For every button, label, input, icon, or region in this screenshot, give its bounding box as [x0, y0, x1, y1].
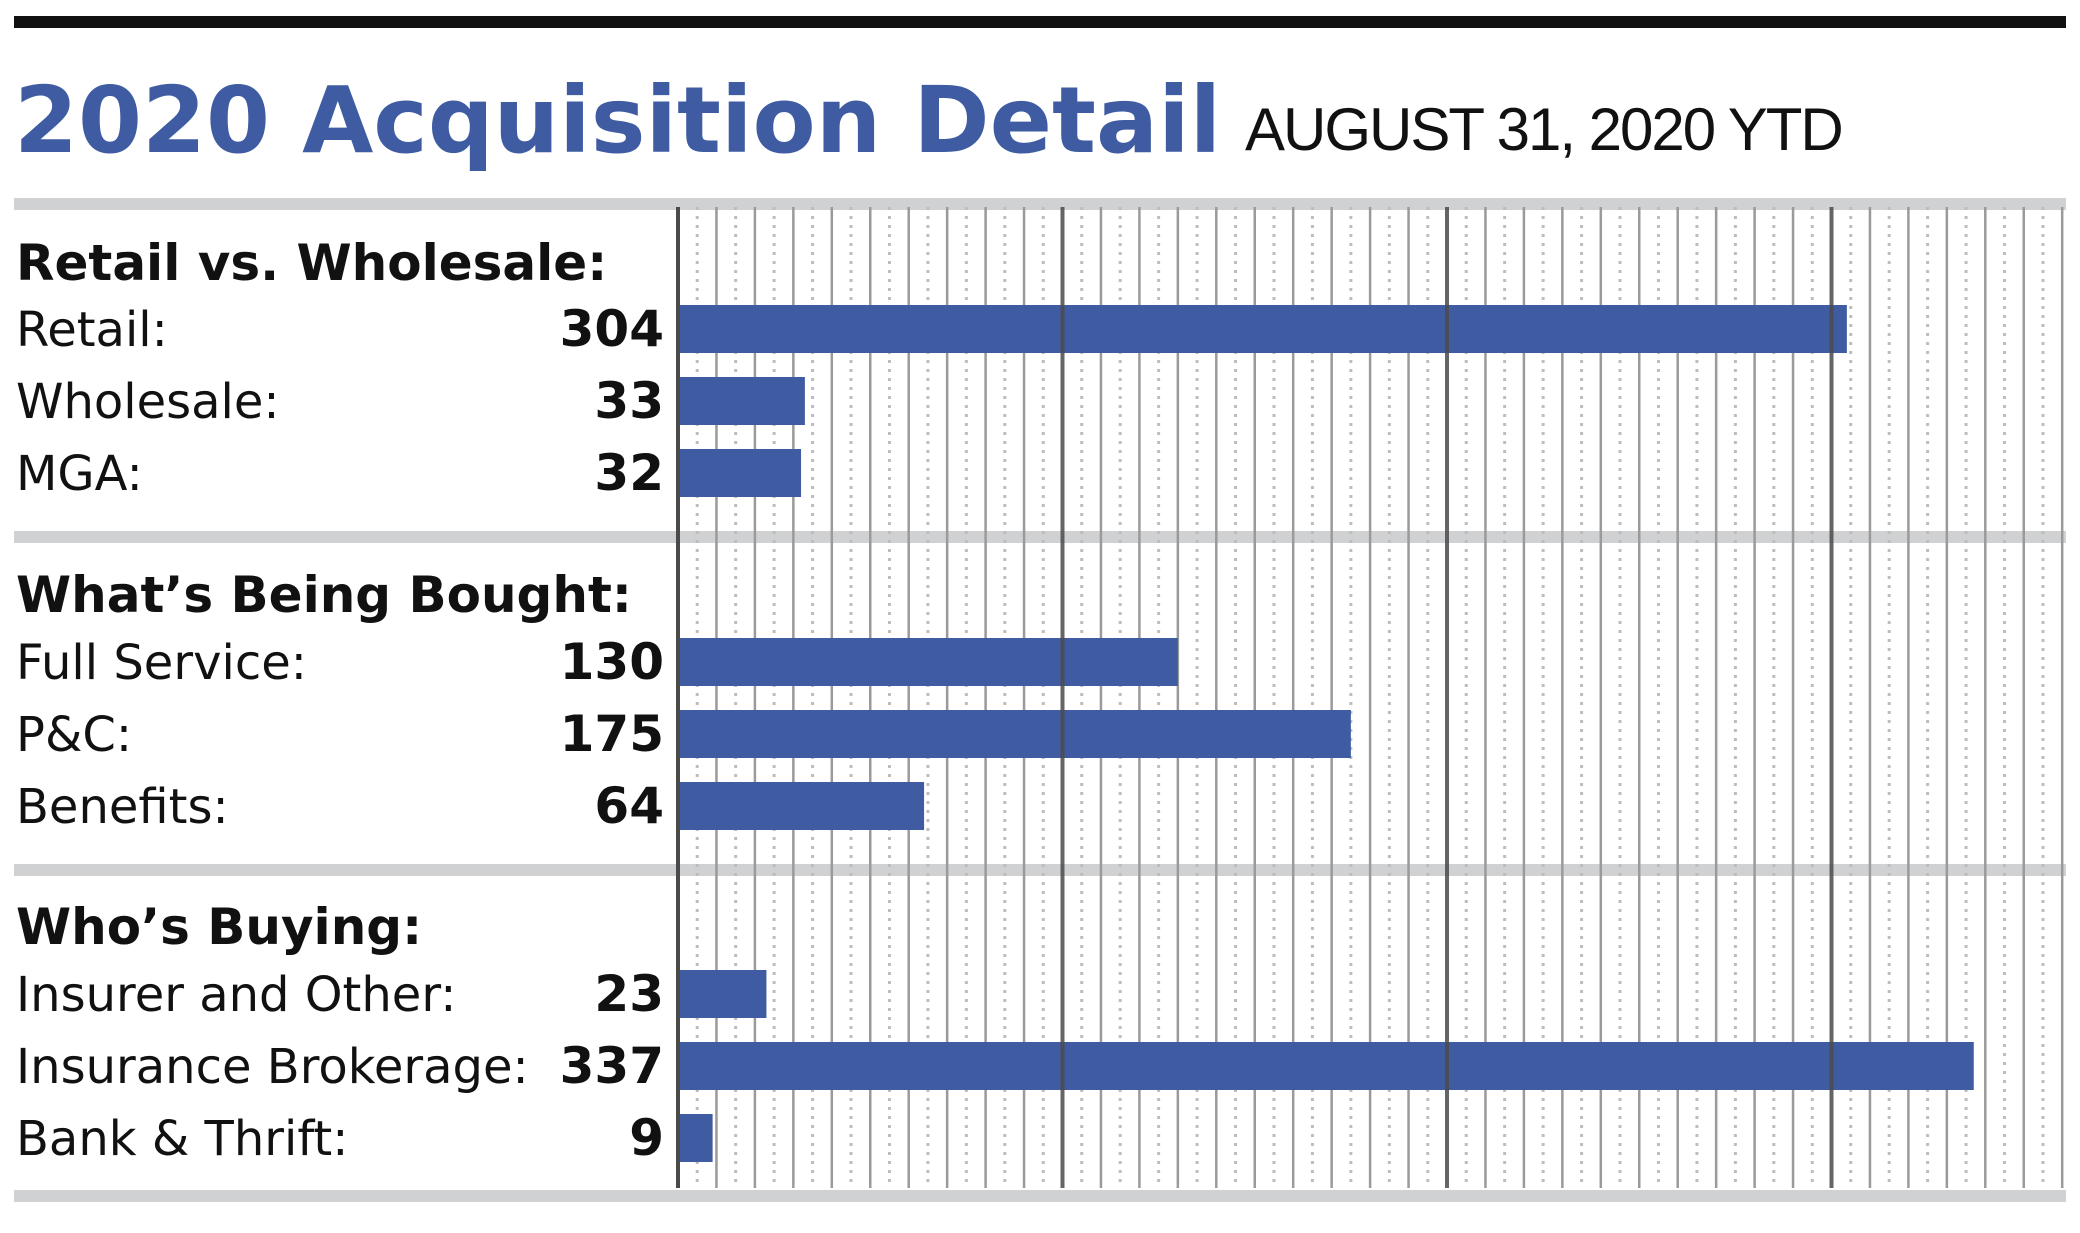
- group-title: Who’s Buying:: [16, 898, 422, 956]
- bar: [678, 970, 767, 1018]
- chart-title: 2020 Acquisition Detail: [14, 67, 1221, 174]
- section-separator: [14, 198, 2066, 210]
- row-label: Retail:: [16, 302, 168, 358]
- row-label: Full Service:: [16, 635, 307, 691]
- section-separator: [14, 1190, 2066, 1202]
- row-label: Insurer and Other:: [16, 967, 456, 1023]
- group-title: Retail vs. Wholesale:: [16, 234, 607, 292]
- chart-subtitle: AUGUST 31, 2020 YTD: [1245, 96, 1842, 163]
- row-label: P&C:: [16, 707, 132, 763]
- data-label: 130: [560, 633, 664, 691]
- row-label: Insurance Brokerage:: [16, 1039, 529, 1095]
- row-label: Bank & Thrift:: [16, 1111, 348, 1167]
- bar: [678, 638, 1178, 686]
- data-label: 9: [629, 1109, 664, 1167]
- bar: [678, 710, 1351, 758]
- row-label: Benefits:: [16, 779, 229, 835]
- row-label: Wholesale:: [16, 374, 280, 430]
- bar: [678, 1042, 1974, 1090]
- data-label: 64: [594, 777, 664, 835]
- bar: [678, 377, 805, 425]
- bar: [678, 449, 802, 497]
- bar: [678, 305, 1847, 353]
- section-separator: [14, 531, 2066, 543]
- top-rule: [14, 16, 2066, 28]
- group-title: What’s Being Bought:: [16, 566, 632, 624]
- data-label: 337: [560, 1037, 664, 1095]
- bar: [678, 782, 925, 830]
- data-label: 32: [594, 444, 664, 502]
- data-label: 23: [594, 965, 664, 1023]
- data-label: 33: [594, 372, 664, 430]
- row-label: MGA:: [16, 446, 143, 502]
- bar: [678, 1114, 713, 1162]
- section-separator: [14, 864, 2066, 876]
- data-label: 304: [560, 300, 664, 358]
- data-label: 175: [560, 705, 664, 763]
